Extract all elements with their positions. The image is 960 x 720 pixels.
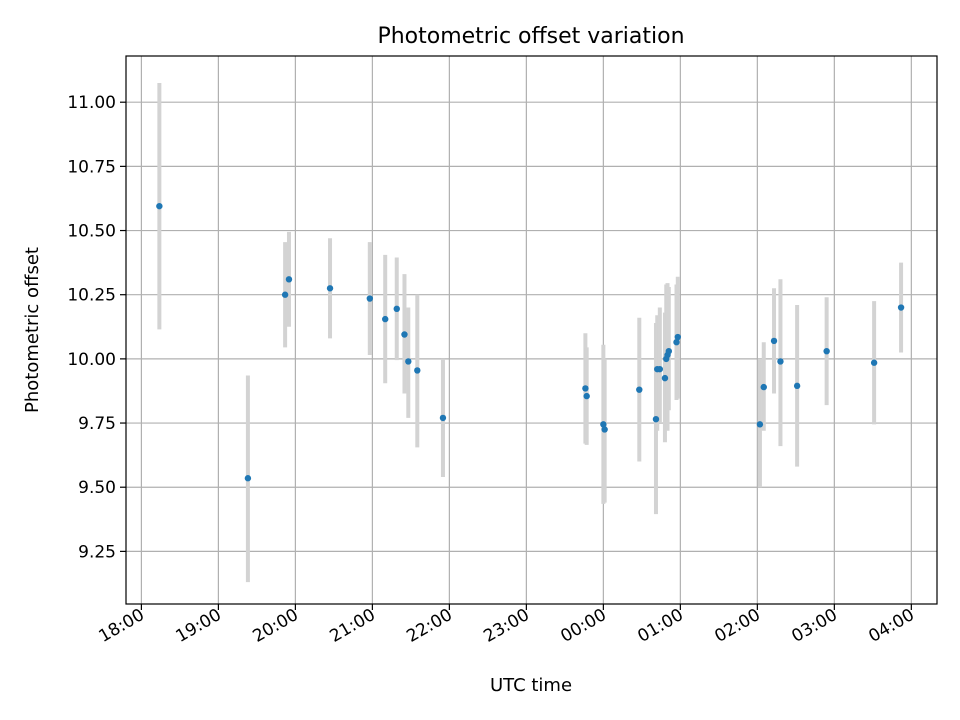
data-point: [793, 382, 801, 390]
grid: [126, 56, 937, 604]
data-point: [636, 386, 643, 393]
data-point: [674, 333, 681, 341]
data-point: [405, 358, 412, 365]
y-axis-label: Photometric offset: [22, 247, 43, 413]
data-point: [382, 315, 389, 323]
data-point: [281, 291, 289, 298]
data-point: [600, 421, 607, 428]
data-point: [156, 202, 163, 210]
data-point: [285, 276, 293, 283]
data-point: [870, 359, 878, 366]
y-tick-label: 10.75: [67, 157, 116, 177]
data-point: [673, 338, 680, 346]
data-point: [582, 385, 589, 392]
y-tick-label: 11.00: [67, 93, 116, 113]
data-points: [156, 202, 905, 482]
data-point: [366, 295, 374, 302]
data-point: [760, 383, 767, 391]
data-point: [770, 337, 778, 345]
data-point: [244, 475, 252, 482]
y-tick-label: 10.50: [67, 222, 116, 242]
data-point: [583, 392, 590, 400]
data-point: [777, 358, 784, 365]
y-tick-label: 10.25: [67, 286, 116, 306]
data-point: [601, 426, 608, 433]
y-axis-ticks: 9.25 9.50 9.75 10.00 10.25 10.50 10.75 11.00: [67, 93, 126, 562]
y-tick-label: 9.25: [78, 542, 116, 562]
data-point: [823, 347, 830, 355]
data-point: [756, 421, 764, 428]
data-point: [439, 414, 447, 422]
data-point: [326, 285, 334, 292]
plot-frame: [125, 55, 938, 605]
data-point: [656, 365, 664, 373]
y-tick-label: 9.75: [78, 414, 116, 434]
data-point: [401, 331, 408, 338]
y-tick-label: 10.00: [67, 350, 116, 370]
y-tick-label: 9.50: [78, 478, 116, 498]
data-point: [661, 374, 669, 382]
data-point: [652, 415, 660, 423]
data-point: [897, 304, 905, 311]
data-point: [665, 347, 673, 355]
chart-title: Photometric offset variation: [377, 24, 684, 49]
data-point: [393, 305, 400, 313]
data-point: [414, 367, 421, 374]
x-axis-label: UTC time: [490, 675, 572, 696]
